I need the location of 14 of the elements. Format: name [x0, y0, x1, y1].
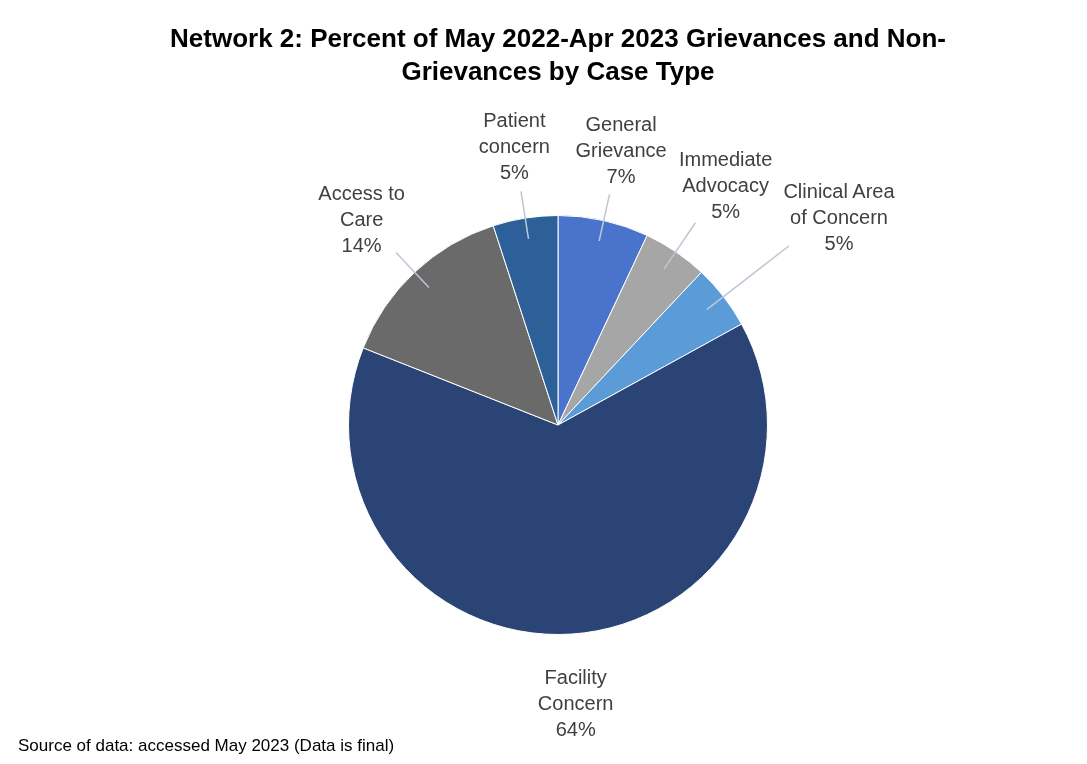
slice-label: Patient concern	[478, 109, 550, 158]
data-label: 7%	[606, 164, 636, 187]
data-label: 14%	[341, 234, 382, 257]
data-label: 5%	[499, 161, 530, 184]
slice-label: Facility Concern	[537, 666, 614, 715]
source-note: Source of data: accessed May 2023 (Data is final)	[18, 736, 395, 756]
slice-label: Access to Care	[318, 182, 405, 231]
slice-label: Clinical Area of Concern	[783, 180, 896, 229]
data-label: 64%	[555, 718, 596, 741]
slice-label: Immediate Advocacy	[678, 147, 773, 196]
chart-title: Network 2: Percent of May 2022-Apr 2023 Grievances and Non-Grievances by Case Type	[169, 22, 947, 88]
data-label: 5%	[824, 232, 854, 255]
data-label: 5%	[711, 199, 741, 222]
slice-label: General Grievance	[575, 112, 667, 161]
